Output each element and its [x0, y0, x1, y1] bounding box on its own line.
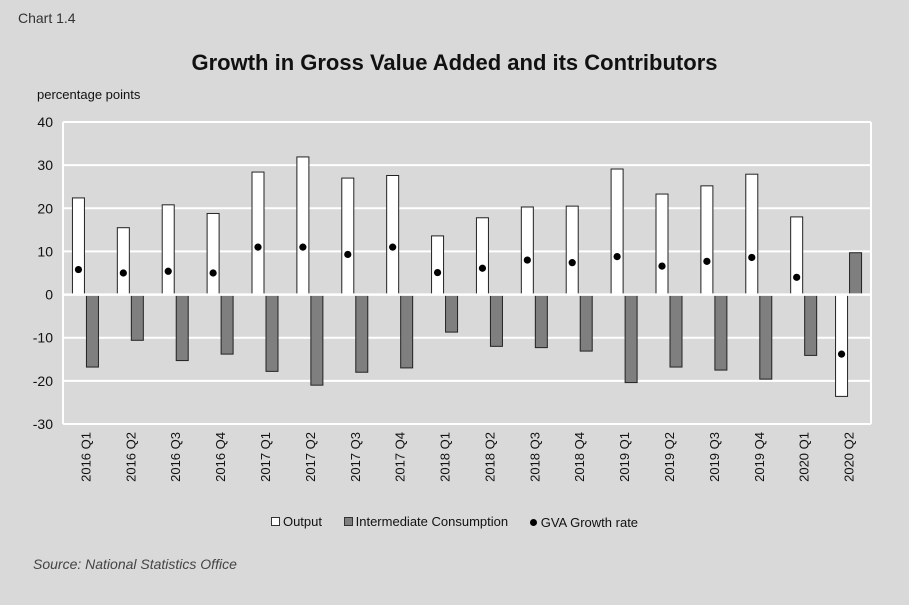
bar-intermediate: [130, 294, 144, 341]
bar-intermediate: [714, 294, 728, 371]
bar-output: [341, 177, 355, 296]
legend-swatch-intermediate: [343, 517, 353, 526]
point-gva-growth: [568, 259, 576, 267]
bar-intermediate: [175, 294, 189, 362]
x-tick-label: 2019 Q2: [662, 432, 677, 482]
x-tick-label: 2019 Q1: [617, 432, 632, 482]
bar-output: [835, 294, 849, 397]
legend-item-intermediate: Intermediate Consumption: [343, 514, 509, 529]
bar-intermediate: [759, 294, 773, 380]
x-tick-label: 2017 Q4: [393, 432, 408, 482]
x-tick-label: 2017 Q1: [258, 432, 273, 482]
y-tick-label: 20: [37, 200, 53, 216]
x-tick-label: 2017 Q3: [348, 432, 363, 482]
y-axis-label: percentage points: [37, 87, 141, 102]
y-tick-label: 30: [37, 157, 53, 173]
x-tick-label: 2017 Q2: [303, 432, 318, 482]
point-gva-growth: [478, 264, 487, 272]
point-gva-growth: [74, 265, 83, 274]
x-tick-label: 2019 Q3: [707, 432, 722, 482]
y-tick-label: -30: [33, 416, 53, 432]
point-gva-growth: [703, 257, 711, 265]
bar-output: [161, 204, 175, 296]
point-gva-growth: [658, 262, 666, 270]
point-gva-growth: [209, 269, 217, 277]
bar-output: [475, 217, 489, 296]
legend-label-gva: GVA Growth rate: [540, 515, 639, 530]
bar-output: [565, 205, 579, 296]
bar-output: [655, 193, 669, 296]
x-tick-label: 2018 Q1: [438, 432, 453, 482]
bar-intermediate: [579, 294, 593, 352]
bar-output: [610, 168, 624, 296]
bar-output: [745, 173, 759, 296]
bar-output: [700, 185, 714, 296]
bar-output: [251, 171, 265, 296]
y-tick-label: 0: [45, 287, 53, 303]
point-gva-growth: [748, 253, 756, 262]
x-tick-label: 2019 Q4: [752, 432, 767, 482]
x-tick-label: 2018 Q2: [482, 432, 497, 482]
bar-output: [116, 227, 130, 296]
point-gva-growth: [837, 350, 846, 358]
x-tick-label: 2018 Q3: [527, 432, 542, 482]
plot-area: [63, 122, 871, 424]
legend-swatch-output: [270, 517, 280, 526]
bar-output: [431, 235, 445, 296]
source-note: Source: National Statistics Office: [33, 556, 237, 572]
x-tick-label: 2018 Q4: [572, 432, 587, 482]
legend-label-intermediate: Intermediate Consumption: [355, 514, 509, 529]
point-gva-growth: [254, 243, 262, 251]
bar-intermediate: [220, 294, 234, 355]
chart-title: Growth in Gross Value Added and its Cont…: [191, 50, 718, 75]
bar-output: [520, 206, 534, 296]
point-gva-growth: [793, 273, 801, 281]
legend-item-gva: GVA Growth rate: [529, 515, 639, 530]
point-gva-growth: [389, 243, 397, 251]
x-tick-label: 2016 Q3: [168, 432, 183, 482]
point-gva-growth: [344, 250, 352, 259]
point-gva-growth: [164, 267, 172, 275]
y-tick-label: 40: [37, 114, 53, 130]
bar-intermediate: [669, 294, 683, 368]
legend-marker-gva: [529, 519, 537, 526]
bar-intermediate: [849, 252, 863, 296]
bar-intermediate: [804, 294, 818, 356]
legend-item-output: Output: [270, 514, 322, 529]
chart-label: Chart 1.4: [18, 10, 76, 26]
y-tick-label: 10: [37, 243, 53, 259]
x-tick-label: 2016 Q4: [213, 432, 228, 482]
bar-intermediate: [310, 294, 324, 386]
bar-output: [206, 212, 220, 296]
legend: Output Intermediate Consumption GVA Grow…: [0, 514, 909, 530]
bar-output: [296, 156, 310, 296]
bar-intermediate: [489, 294, 503, 347]
bar-intermediate: [534, 294, 548, 349]
bar-intermediate: [624, 294, 638, 384]
point-gva-growth: [299, 243, 307, 251]
bar-output: [386, 174, 400, 296]
bar-intermediate: [85, 294, 99, 368]
x-tick-label: 2020 Q1: [797, 432, 812, 482]
point-gva-growth: [613, 253, 621, 261]
point-gva-growth: [523, 256, 531, 264]
bar-output: [790, 216, 804, 296]
bar-intermediate: [445, 294, 459, 333]
bar-intermediate: [265, 294, 279, 372]
bar-intermediate: [355, 294, 369, 373]
point-gva-growth: [433, 268, 442, 277]
point-gva-growth: [119, 269, 127, 277]
legend-label-output: Output: [282, 514, 322, 529]
y-tick-label: -10: [33, 330, 53, 346]
x-tick-label: 2016 Q2: [123, 432, 138, 482]
bar-intermediate: [400, 294, 414, 369]
x-tick-label: 2020 Q2: [842, 432, 857, 482]
x-tick-label: 2016 Q1: [78, 432, 93, 482]
bar-output: [71, 197, 85, 296]
y-tick-label: -20: [33, 373, 53, 389]
